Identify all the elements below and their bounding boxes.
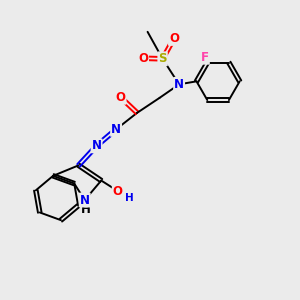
Text: O: O: [169, 32, 179, 45]
Text: H: H: [81, 203, 91, 216]
Text: O: O: [113, 184, 123, 197]
Text: N: N: [92, 139, 102, 152]
Text: N: N: [80, 194, 90, 206]
Text: H: H: [125, 193, 134, 202]
Text: F: F: [201, 51, 209, 64]
Text: N: N: [174, 78, 184, 91]
Text: N: N: [111, 123, 121, 136]
Text: S: S: [158, 52, 167, 65]
Text: O: O: [116, 91, 126, 104]
Text: O: O: [138, 52, 148, 65]
